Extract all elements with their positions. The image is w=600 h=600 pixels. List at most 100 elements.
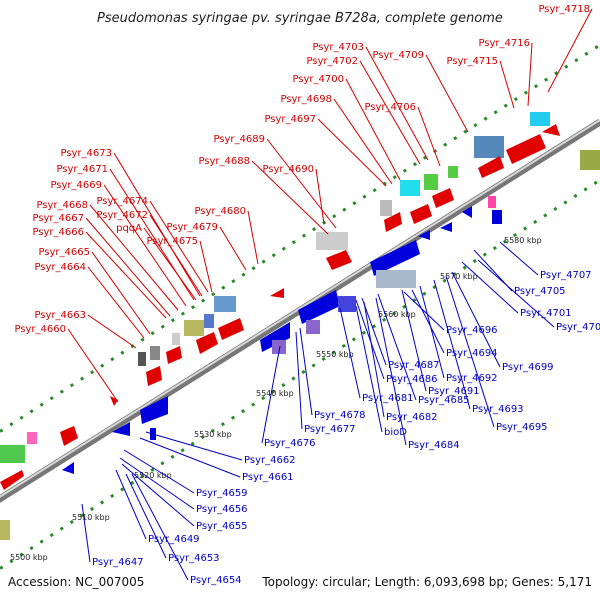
leader-line: [317, 118, 387, 187]
forward-gene: [166, 346, 182, 364]
reverse-gene: [260, 322, 290, 352]
gene-label: Psyr_4676: [264, 438, 316, 449]
leader-line: [417, 106, 441, 167]
leader-line: [219, 226, 247, 271]
gene-label: Psyr_4695: [496, 422, 548, 433]
leader-line: [451, 271, 501, 368]
scale-tick-label: 5510 kbp: [72, 513, 110, 522]
leader-line: [527, 42, 533, 107]
gene-label: Psyr_4668: [36, 200, 88, 211]
gene-label: Psyr_4709: [372, 50, 424, 61]
leader-line: [91, 251, 151, 335]
inner-tick-line: [0, 178, 600, 571]
leader-line: [315, 168, 325, 225]
gene-label: Psyr_4707: [540, 270, 592, 281]
gene-label: Psyr_4701: [520, 308, 572, 319]
reverse-gene: [112, 422, 130, 436]
forward-gene: [184, 320, 204, 336]
forward-gene: [218, 318, 244, 340]
gene-label: Psyr_4691: [428, 386, 480, 397]
forward-gene: [478, 156, 504, 178]
leader-line: [149, 200, 209, 293]
forward-gene: [424, 174, 438, 190]
reverse-gene: [298, 290, 340, 324]
backbone-highlight: [0, 119, 600, 498]
leader-line: [477, 259, 555, 328]
gene-label: Psyr_4660: [14, 324, 66, 335]
forward-gene: [506, 134, 546, 164]
reverse-gene: [370, 240, 420, 276]
reverse-gene: [418, 230, 430, 240]
leader-line: [363, 301, 385, 418]
gene-label: Psyr_4696: [446, 325, 498, 336]
leader-line: [121, 463, 195, 527]
gene-label: Psyr_4692: [446, 373, 498, 384]
gene-label: Psyr_4715: [446, 56, 498, 67]
gene-label: Psyr_4656: [196, 504, 248, 515]
scale-tick-label: 5530 kbp: [194, 430, 232, 439]
forward-gene: [60, 426, 78, 446]
outer-tick-ring: [0, 43, 600, 434]
leader-line: [85, 231, 167, 319]
leader-line: [425, 54, 469, 133]
forward-gene: [448, 166, 458, 178]
gene-label: Psyr_4647: [92, 557, 144, 568]
gene-label: Psyr_4661: [242, 472, 294, 483]
leader-line: [445, 275, 495, 428]
leader-line: [359, 60, 421, 165]
forward-gene: [0, 445, 25, 463]
gene-label: Psyr_4718: [538, 4, 590, 15]
reverse-leader-lines: [81, 241, 555, 581]
genome-summary-text: Topology: circular; Length: 6,093,698 bp…: [261, 575, 592, 589]
gene-label: Psyr_4687: [388, 360, 440, 371]
scale-tick-labels: 5500 kbp 5510 kbp 5520 kbp 5530 kbp 5540…: [10, 236, 542, 562]
accession-text: Accession: NC_007005: [8, 575, 144, 589]
leader-line: [433, 279, 471, 410]
leader-line: [131, 473, 189, 581]
forward-leader-lines: [67, 8, 593, 403]
reverse-gene: [140, 396, 168, 424]
reverse-gene: [376, 270, 416, 288]
gene-label: Psyr_4680: [194, 206, 246, 217]
forward-gene: [110, 396, 118, 406]
forward-gene: [474, 136, 504, 158]
leader-line: [119, 457, 195, 510]
gene-label: Psyr_4698: [280, 94, 332, 105]
leader-line: [103, 184, 187, 307]
leader-line: [266, 138, 337, 229]
gene-label: Psyr_4664: [34, 262, 86, 273]
forward-gene: [530, 112, 550, 126]
gene-label: Psyr_4716: [478, 38, 530, 49]
reverse-gene: [338, 296, 356, 312]
leader-line: [295, 331, 303, 430]
reverse-gene: [440, 222, 452, 232]
forward-gene: [196, 332, 218, 354]
forward-gene: [270, 288, 284, 298]
leader-line: [419, 285, 445, 379]
leader-line: [89, 204, 179, 311]
leader-line: [81, 503, 91, 563]
leader-line: [333, 98, 393, 185]
scale-tick-label: 5540 kbp: [256, 389, 294, 398]
leader-line: [261, 345, 281, 444]
gene-label: Psyr_4700: [292, 74, 344, 85]
gene-label: Psyr_4702: [306, 56, 358, 67]
forward-gene: [326, 250, 352, 270]
gene-label: Psyr_4688: [198, 156, 250, 167]
forward-gene: [27, 432, 37, 444]
gene-label: Psyr_4678: [314, 410, 366, 421]
gene-label: pqqA: [116, 223, 142, 234]
scale-tick-label: 5580 kbp: [504, 236, 542, 245]
reverse-gene: [62, 462, 74, 474]
gene-label: Psyr_4690: [262, 164, 314, 175]
leader-line: [85, 217, 171, 317]
leader-line: [547, 8, 593, 93]
leader-line: [113, 152, 201, 297]
scale-tick-label: 5550 kbp: [316, 350, 354, 359]
gene-label: Psyr_4677: [304, 424, 356, 435]
gene-label: Psyr_4663: [34, 310, 86, 321]
leader-line: [251, 160, 329, 235]
leader-line: [125, 473, 167, 559]
leader-line: [365, 46, 429, 161]
